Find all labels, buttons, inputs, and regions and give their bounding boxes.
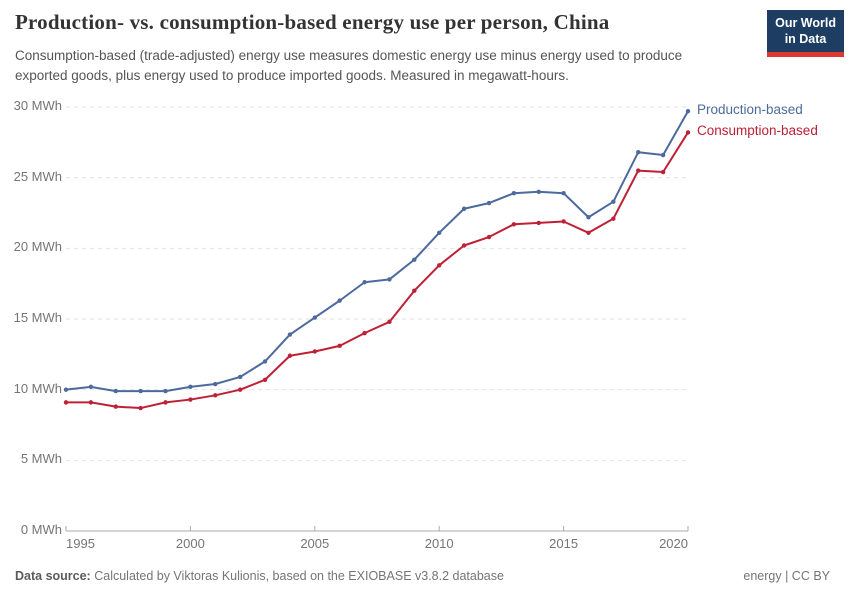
x-axis-tick-label: 2005 bbox=[300, 536, 330, 551]
data-point-production-based-2007[interactable] bbox=[362, 280, 367, 285]
data-point-production-based-2015[interactable] bbox=[561, 191, 566, 196]
data-point-consumption-based-2017[interactable] bbox=[611, 216, 616, 221]
y-axis-tick-label: 5 MWh bbox=[20, 451, 62, 467]
data-point-production-based-2008[interactable] bbox=[387, 277, 392, 282]
data-point-production-based-2004[interactable] bbox=[287, 332, 293, 337]
data-point-consumption-based-2008[interactable] bbox=[387, 319, 392, 325]
y-axis-tick-label: 15 MWh bbox=[13, 310, 62, 325]
y-axis-tick-label: 10 MWh bbox=[13, 380, 62, 396]
chart-subtitle: Consumption-based (trade-adjusted) energ… bbox=[15, 48, 683, 83]
series-end-label-consumption-based[interactable]: Consumption-based bbox=[697, 123, 818, 139]
y-axis-tick-label: 30 MWh bbox=[13, 98, 62, 113]
data-point-consumption-based-2004[interactable] bbox=[287, 353, 293, 358]
data-point-consumption-based-1998[interactable] bbox=[138, 405, 143, 411]
data-point-production-based-2019[interactable] bbox=[660, 152, 666, 158]
owid-logo[interactable]: Our World in Data bbox=[767, 10, 844, 57]
data-point-consumption-based-2016[interactable] bbox=[586, 230, 591, 235]
data-point-production-based-1998[interactable] bbox=[138, 388, 143, 394]
y-axis-tick-label: 20 MWh bbox=[13, 239, 62, 255]
data-point-consumption-based-2000[interactable] bbox=[188, 397, 193, 402]
data-point-production-based-2018[interactable] bbox=[636, 150, 641, 155]
data-point-production-based-2011[interactable] bbox=[461, 206, 467, 211]
data-point-consumption-based-1996[interactable] bbox=[88, 400, 94, 405]
data-point-production-based-2002[interactable] bbox=[237, 374, 243, 380]
data-point-production-based-2013[interactable] bbox=[511, 191, 517, 196]
data-point-production-based-1995[interactable] bbox=[63, 387, 69, 392]
data-point-consumption-based-1995[interactable] bbox=[63, 400, 69, 405]
data-point-production-based-1999[interactable] bbox=[163, 388, 168, 394]
data-point-consumption-based-2011[interactable] bbox=[461, 243, 467, 248]
data-point-production-based-2016[interactable] bbox=[586, 215, 591, 220]
data-point-production-based-2017[interactable] bbox=[611, 199, 616, 204]
data-point-consumption-based-2007[interactable] bbox=[362, 330, 367, 336]
data-point-production-based-2000[interactable] bbox=[188, 384, 193, 390]
data-point-consumption-based-2009[interactable] bbox=[412, 288, 417, 293]
data-point-consumption-based-2019[interactable] bbox=[660, 169, 666, 175]
data-point-production-based-2010[interactable] bbox=[437, 230, 442, 235]
data-point-production-based-2014[interactable] bbox=[536, 189, 541, 194]
data-source-label: Data source: bbox=[15, 569, 91, 583]
data-point-consumption-based-1999[interactable] bbox=[163, 400, 168, 405]
data-point-production-based-2006[interactable] bbox=[337, 298, 342, 303]
x-axis-tick-label: 1995 bbox=[66, 536, 95, 551]
data-point-consumption-based-2018[interactable] bbox=[636, 168, 641, 173]
y-axis-tick-label: 25 MWh bbox=[13, 168, 62, 184]
data-point-consumption-based-2010[interactable] bbox=[437, 263, 442, 268]
data-point-consumption-based-1997[interactable] bbox=[113, 404, 118, 409]
series-line-production-based[interactable] bbox=[65, 110, 689, 393]
data-point-consumption-based-2013[interactable] bbox=[511, 222, 517, 227]
data-point-consumption-based-2005[interactable] bbox=[312, 349, 317, 354]
data-point-production-based-2009[interactable] bbox=[412, 257, 417, 262]
license-note: energy | CC BY bbox=[743, 569, 830, 583]
data-point-consumption-based-2012[interactable] bbox=[486, 234, 492, 240]
data-source-text: Calculated by Viktoras Kulionis, based o… bbox=[94, 569, 504, 583]
data-point-production-based-2020[interactable] bbox=[685, 109, 691, 114]
x-axis-tick-label: 2000 bbox=[175, 536, 205, 551]
data-point-consumption-based-2020[interactable] bbox=[685, 130, 691, 135]
data-point-production-based-2003[interactable] bbox=[262, 359, 268, 364]
data-source: Data source: Calculated by Viktoras Kuli… bbox=[15, 569, 504, 583]
x-axis-tick-label: 2015 bbox=[549, 536, 579, 551]
data-point-production-based-2012[interactable] bbox=[486, 200, 492, 206]
owid-logo-line1: Our World bbox=[775, 16, 836, 30]
series-line-consumption-based[interactable] bbox=[65, 131, 689, 410]
x-axis-tick-label: 2020 bbox=[659, 536, 688, 551]
page-title: Production- vs. consumption-based energy… bbox=[15, 10, 610, 34]
data-point-production-based-1997[interactable] bbox=[113, 388, 118, 394]
data-point-consumption-based-2002[interactable] bbox=[237, 387, 243, 392]
data-point-production-based-2001[interactable] bbox=[213, 381, 218, 387]
data-point-consumption-based-2015[interactable] bbox=[561, 219, 566, 224]
data-point-consumption-based-2003[interactable] bbox=[262, 377, 268, 382]
data-point-consumption-based-2001[interactable] bbox=[213, 393, 218, 398]
x-axis-tick-label: 2010 bbox=[424, 536, 454, 551]
data-point-production-based-1996[interactable] bbox=[88, 384, 94, 390]
series-end-label-production-based[interactable]: Production-based bbox=[697, 102, 803, 118]
data-point-consumption-based-2006[interactable] bbox=[337, 343, 342, 349]
y-axis-tick-label: 0 MWh bbox=[20, 522, 62, 537]
owid-logo-line2: in Data bbox=[784, 32, 827, 47]
data-point-production-based-2005[interactable] bbox=[312, 315, 317, 320]
data-point-consumption-based-2014[interactable] bbox=[536, 220, 541, 226]
